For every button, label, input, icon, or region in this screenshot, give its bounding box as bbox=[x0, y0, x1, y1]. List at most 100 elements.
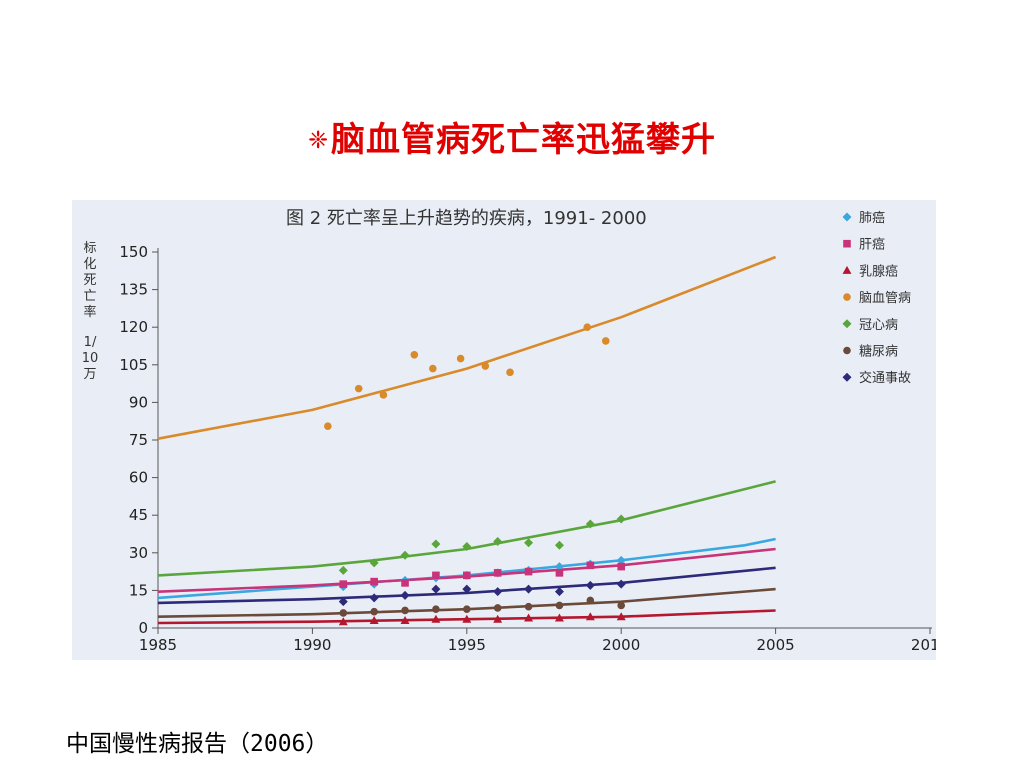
data-point-肝癌 bbox=[432, 571, 440, 580]
data-point-肝癌 bbox=[463, 571, 471, 580]
data-point-冠心病 bbox=[400, 550, 410, 560]
data-point-乳腺癌 bbox=[493, 614, 503, 623]
data-point-脑血管病 bbox=[379, 391, 388, 399]
source-note: 中国慢性病报告（2006） bbox=[66, 731, 329, 757]
data-point-交通事故 bbox=[524, 584, 534, 594]
data-point-冠心病 bbox=[493, 537, 503, 547]
data-point-肝癌 bbox=[370, 577, 378, 586]
x-tick-label: 1990 bbox=[293, 636, 331, 654]
x-tick-label: 2010 bbox=[911, 636, 936, 654]
data-point-乳腺癌 bbox=[524, 613, 534, 622]
slide-title: ❈脑血管病死亡率迅猛攀升 bbox=[0, 112, 1024, 161]
data-point-糖尿病 bbox=[493, 604, 502, 612]
data-point-糖尿病 bbox=[339, 609, 348, 617]
data-point-乳腺癌 bbox=[431, 614, 441, 623]
y-tick-label: 105 bbox=[119, 356, 148, 374]
trend-line-肺癌 bbox=[157, 537, 776, 600]
legend-marker bbox=[842, 212, 852, 222]
trend-line-冠心病 bbox=[157, 480, 776, 577]
data-point-交通事故 bbox=[493, 587, 503, 597]
data-point-交通事故 bbox=[554, 587, 564, 597]
legend-marker bbox=[842, 319, 852, 329]
data-point-交通事故 bbox=[338, 597, 348, 607]
legend-label: 交通事故 bbox=[859, 370, 911, 386]
data-point-肝癌 bbox=[339, 580, 348, 588]
title-bullet-icon: ❈ bbox=[307, 126, 330, 154]
legend-label: 肺癌 bbox=[859, 210, 885, 226]
data-point-冠心病 bbox=[616, 514, 626, 524]
data-point-糖尿病 bbox=[463, 605, 471, 613]
legend-marker bbox=[842, 372, 852, 382]
legend-marker bbox=[843, 239, 851, 248]
y-tick-label: 15 bbox=[129, 581, 148, 599]
data-point-糖尿病 bbox=[555, 601, 564, 610]
data-point-乳腺癌 bbox=[400, 615, 410, 624]
y-tick-label: 0 bbox=[138, 619, 148, 637]
y-axis-label-char: 亡 bbox=[83, 289, 96, 304]
data-point-交通事故 bbox=[431, 584, 441, 594]
legend-marker bbox=[843, 293, 851, 301]
data-point-糖尿病 bbox=[432, 605, 440, 613]
legend-label: 乳腺癌 bbox=[859, 263, 898, 279]
data-point-肝癌 bbox=[586, 561, 595, 570]
data-point-脑血管病 bbox=[601, 337, 610, 345]
data-point-乳腺癌 bbox=[585, 612, 595, 621]
chart-panel: 图 2 死亡率呈上升趋势的疾病，1991- 2000 标化死亡率 1/10 万 0 1… bbox=[72, 200, 936, 660]
y-axis-label-char: 死 bbox=[83, 273, 96, 288]
data-point-乳腺癌 bbox=[369, 615, 379, 624]
data-point-肝癌 bbox=[401, 579, 409, 587]
trend-lines bbox=[157, 255, 777, 625]
legend-marker bbox=[842, 265, 852, 274]
axes: 0 15 30 45 60 75 90 105 120 135 150 1985 1990 1995 200… bbox=[119, 243, 936, 654]
data-point-乳腺癌 bbox=[462, 614, 472, 623]
y-axis-label-char: 10 bbox=[82, 351, 99, 366]
data-point-肝癌 bbox=[493, 569, 502, 577]
data-point-冠心病 bbox=[338, 565, 348, 575]
data-point-脑血管病 bbox=[324, 422, 332, 431]
data-point-乳腺癌 bbox=[338, 617, 348, 626]
data-point-交通事故 bbox=[616, 579, 626, 589]
y-axis-label-char: 标 bbox=[83, 241, 96, 256]
data-point-肝癌 bbox=[555, 569, 564, 577]
data-point-冠心病 bbox=[369, 558, 379, 568]
data-point-肺癌 bbox=[554, 562, 564, 572]
data-point-交通事故 bbox=[369, 593, 379, 603]
y-axis-label-char: 率 bbox=[83, 304, 96, 320]
data-point-脑血管病 bbox=[481, 362, 490, 370]
y-axis-label-char: 1/ bbox=[84, 335, 97, 350]
data-point-肝癌 bbox=[617, 562, 625, 571]
legend-marker bbox=[843, 346, 851, 355]
y-tick-label: 150 bbox=[119, 243, 148, 261]
data-point-乳腺癌 bbox=[616, 612, 626, 621]
trend-line-脑血管病 bbox=[157, 255, 777, 440]
chart-title: 图 2 死亡率呈上升趋势的疾病，1991- 2000 bbox=[286, 208, 647, 229]
slide-title-text: 脑血管病死亡率迅猛攀升 bbox=[331, 120, 717, 160]
data-point-乳腺癌 bbox=[554, 613, 564, 622]
legend-label: 肝癌 bbox=[859, 237, 885, 253]
data-point-脑血管病 bbox=[410, 350, 419, 359]
y-tick-label: 60 bbox=[129, 469, 148, 487]
y-tick-label: 45 bbox=[129, 506, 148, 524]
y-axis-label-char: 万 bbox=[83, 367, 96, 382]
data-point-冠心病 bbox=[585, 519, 595, 529]
x-tick-label: 2005 bbox=[757, 636, 795, 654]
data-point-脑血管病 bbox=[456, 354, 465, 363]
y-tick-label: 90 bbox=[129, 393, 148, 411]
data-point-肺癌 bbox=[616, 555, 626, 565]
data-point-糖尿病 bbox=[401, 606, 409, 615]
data-point-交通事故 bbox=[585, 580, 595, 590]
data-point-交通事故 bbox=[400, 590, 410, 600]
legend-label: 糖尿病 bbox=[859, 344, 898, 360]
data-point-冠心病 bbox=[554, 540, 564, 550]
data-point-冠心病 bbox=[524, 538, 534, 548]
y-axis-label-char: 化 bbox=[83, 257, 96, 272]
legend-label: 脑血管病 bbox=[859, 291, 911, 306]
y-tick-label: 75 bbox=[129, 431, 148, 449]
x-tick-label: 2000 bbox=[602, 636, 640, 654]
data-point-脑血管病 bbox=[354, 384, 363, 393]
legend-label: 冠心病 bbox=[859, 318, 898, 333]
data-point-交通事故 bbox=[462, 584, 472, 594]
data-point-糖尿病 bbox=[586, 596, 595, 605]
